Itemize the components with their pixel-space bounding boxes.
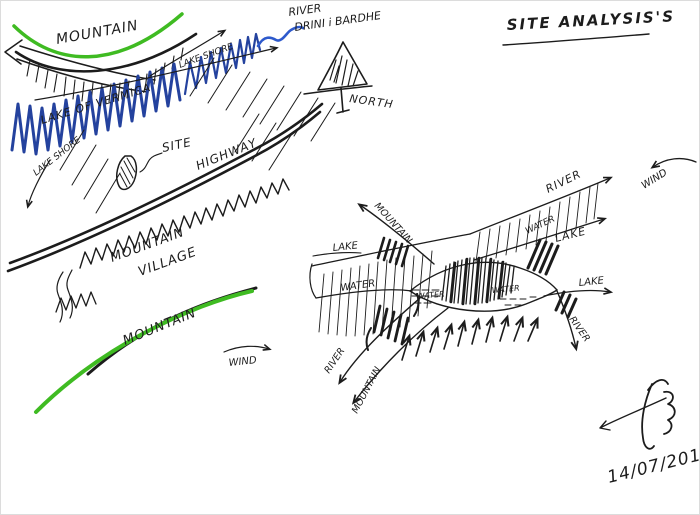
- signature-date: 14/07/2017: [605, 442, 700, 488]
- wind-plan-label: WIND: [228, 355, 257, 369]
- river-lake-band-right: [469, 178, 610, 263]
- title-underline: [502, 33, 650, 46]
- bold-hatch-crossing: [376, 236, 410, 268]
- water-hatch-right: [475, 182, 599, 263]
- highway-road: [6, 102, 324, 273]
- plan-sketch: MOUNTAIN LAKE OF VERMICA LAKE SHORE RIVE…: [4, 2, 382, 414]
- signature-block: 14/07/2017: [599, 379, 700, 488]
- concept-wind-label: WIND: [640, 167, 670, 191]
- site-marker: [116, 152, 163, 191]
- concept-water-lens-right-label: WATER: [491, 284, 520, 295]
- page-title: SITE ANALYSIS'S: [506, 7, 675, 34]
- mountain-lower-label: MOUNTAIN: [121, 306, 199, 349]
- mountain-ridge-lower: [34, 286, 258, 414]
- concept-river-downleft-label: RIVER: [322, 346, 347, 376]
- concept-mountain-upleft-label: MOUNTAIN: [372, 201, 414, 246]
- concept-lake-left-label: LAKE: [332, 240, 359, 254]
- mountain-up-arrow: [360, 205, 435, 265]
- mountain-top-label: MOUNTAIN: [55, 18, 140, 48]
- lake-shore-arrows: [34, 31, 276, 101]
- lake-shore-lower-label: LAKE SHORE: [32, 135, 83, 178]
- lake-shore-down-arrow: [28, 159, 51, 206]
- concept-water-band-label: WATER: [524, 214, 557, 236]
- up-arrow-fan: [401, 318, 537, 361]
- lake-vermica: [10, 25, 305, 156]
- concept-water-lens-left-label: WATER: [416, 290, 445, 301]
- title-block: SITE ANALYSIS'S: [502, 7, 676, 46]
- concept-water-left-label: WATER: [340, 278, 376, 294]
- highway-label: HIGHWAY: [194, 135, 260, 172]
- signature-scribble: [641, 379, 676, 450]
- river-downright-curve: [556, 290, 576, 348]
- site-label: SITE: [161, 135, 193, 155]
- bottomleft-arrows: [340, 293, 449, 402]
- concept-lake-right-label: LAKE: [578, 275, 605, 289]
- wind-arrow-concept: [653, 157, 697, 167]
- concept-mountain-downleft-label: MOUNTAIN: [350, 365, 384, 415]
- bold-hatch-river-right: [554, 290, 578, 319]
- north-symbol: [303, 41, 373, 114]
- bold-hatch-lens-right: [526, 238, 560, 276]
- lake-right-arrow: [543, 291, 610, 297]
- concept-lake-upright-label: LAKE: [554, 225, 588, 245]
- wind-arrow-plan: [223, 346, 269, 353]
- river-label-line1: RIVER: [288, 2, 323, 19]
- outline-arrow: [4, 39, 156, 93]
- north-label: NORTH: [349, 92, 395, 111]
- concept-diagram: LAKE WATER MOUNTAIN RIVER WATER LAKE WAT…: [309, 157, 697, 415]
- river-curve: [256, 25, 305, 48]
- village-zigzag: [55, 178, 290, 323]
